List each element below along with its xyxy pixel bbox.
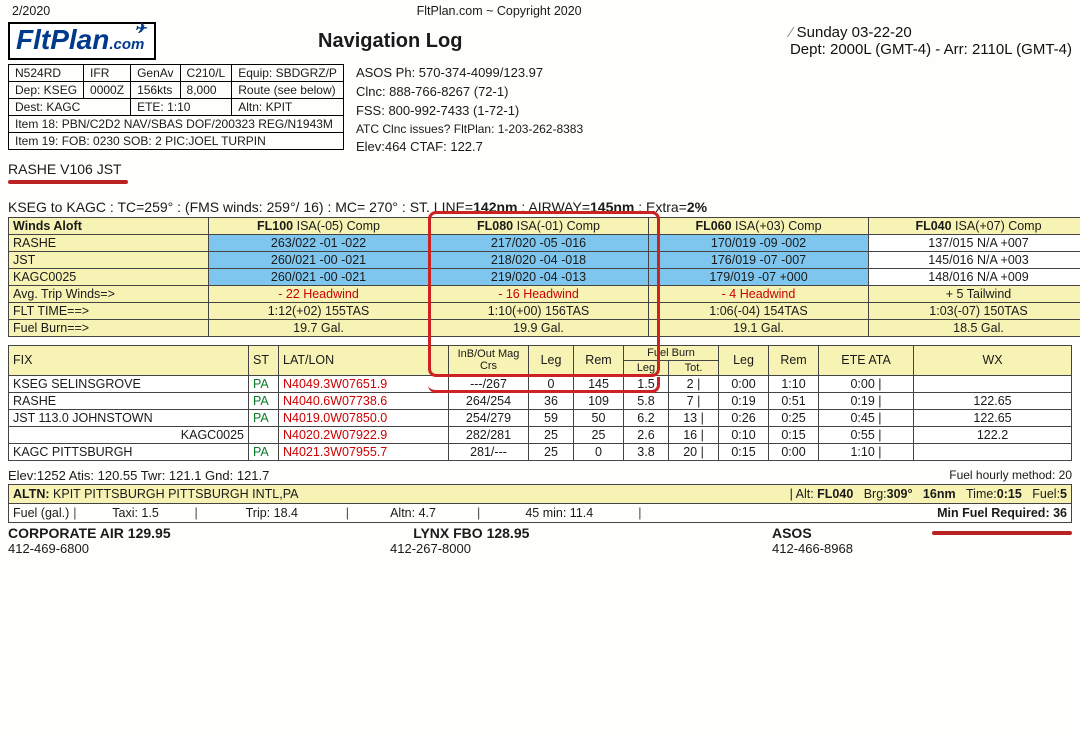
table-row: KAGC0025260/021 -00 -021219/020 -04 -013… <box>9 268 1080 285</box>
table-row: RASHEPAN4040.6W07738.6264/254361095.87 |… <box>9 392 1072 409</box>
annotation-underline-icon <box>8 180 128 184</box>
route: RASHE V106 JST <box>8 161 1072 177</box>
asos-phone: ASOS Ph: 570-374-4099/123.97 <box>356 64 583 83</box>
altn-left: ALTN: KPIT PITTSBURGH PITTSBURGH INTL,PA <box>13 487 298 501</box>
table-row: Fuel Burn==>19.7 Gal.19.9 Gal.19.1 Gal.1… <box>9 319 1080 336</box>
header-right: Sunday 03-22-20 Dept: 2000L (GMT-4) - Ar… <box>790 24 1072 58</box>
table-row: JST260/021 -00 -021218/020 -04 -018176/0… <box>9 251 1080 268</box>
plane-icon: ✈ <box>135 20 147 37</box>
fbo-row: CORPORATE AIR 129.95 LYNX FBO 128.95 ASO… <box>8 525 1072 541</box>
table-row: N524RD IFR GenAv C210/L Equip: SBDGRZ/P <box>9 65 344 82</box>
contact-block: ASOS Ph: 570-374-4099/123.97 Clnc: 888-7… <box>356 64 583 157</box>
winds-aloft-table: Winds Aloft FL100 ISA(-05) Comp FL080 IS… <box>8 217 1080 337</box>
table-row: Item 19: FOB: 0230 SOB: 2 PIC:JOEL TURPI… <box>9 133 344 150</box>
logo-text-b: .com <box>109 36 144 53</box>
table-row: FIX ST LAT/LON InB/Out Mag Crs Leg Rem F… <box>9 345 1072 360</box>
winds-label: Winds Aloft <box>9 217 209 234</box>
table-row: Avg. Trip Winds=>- 22 Headwind- 16 Headw… <box>9 285 1080 302</box>
header: ✈ FltPlan.com Navigation Log Sunday 03-2… <box>8 22 1072 60</box>
page-title: Navigation Log <box>318 30 462 53</box>
table-row: FLT TIME==>1:12(+02) 155TAS1:10(+00) 156… <box>9 302 1080 319</box>
altn-right: | Alt: FL040 Brg:309° 16nm Time:0:15 Fue… <box>790 487 1067 501</box>
table-row: JST 113.0 JOHNSTOWNPAN4019.0W07850.0254/… <box>9 409 1072 426</box>
annotation-underline-icon <box>932 531 1072 535</box>
elev-info: Elev:1252 Atis: 120.55 Twr: 121.1 Gnd: 1… <box>8 468 269 483</box>
footer: Elev:1252 Atis: 120.55 Twr: 121.1 Gnd: 1… <box>8 467 1072 556</box>
fuel-method: Fuel hourly method: 20 <box>949 468 1072 483</box>
alternate-row: ALTN: KPIT PITTSBURGH PITTSBURGH INTL,PA… <box>8 484 1072 504</box>
copyright: FltPlan.com ~ Copyright 2020 <box>417 4 582 18</box>
winds-aloft-block: Winds Aloft FL100 ISA(-05) Comp FL080 IS… <box>8 217 1072 337</box>
leg-summary: KSEG to KAGC : TC=259° : (FMS winds: 259… <box>8 199 1072 215</box>
table-row: Winds Aloft FL100 ISA(-05) Comp FL080 IS… <box>9 217 1080 234</box>
fss: FSS: 800-992-7433 (1-72-1) <box>356 102 583 121</box>
table-row: Item 18: PBN/C2D2 NAV/SBAS DOF/200323 RE… <box>9 116 344 133</box>
flight-date: Sunday 03-22-20 <box>790 24 1072 41</box>
fix-table: FIX ST LAT/LON InB/Out Mag Crs Leg Rem F… <box>8 345 1072 461</box>
table-row: Dest: KAGC ETE: 1:10 Altn: KPIT <box>9 99 344 116</box>
clearance: Clnc: 888-766-8267 (72-1) <box>356 83 583 102</box>
logo-text-a: FltPlan <box>16 24 109 55</box>
logo: ✈ FltPlan.com <box>8 22 156 60</box>
info-row: N524RD IFR GenAv C210/L Equip: SBDGRZ/P … <box>8 64 1072 157</box>
print-date: 2/2020 <box>12 4 50 18</box>
fbo-phone-row: 412-469-6800 412-267-8000 412-466-8968 <box>8 541 1072 556</box>
min-fuel: Min Fuel Required: 36 <box>937 506 1067 520</box>
atc-issues: ATC Clnc issues? FltPlan: 1-203-262-8383 <box>356 121 583 138</box>
dep-arr: Dept: 2000L (GMT-4) - Arr: 2110L (GMT-4) <box>790 41 1072 58</box>
elev-ctaf: Elev:464 CTAF: 122.7 <box>356 138 583 157</box>
table-row: KAGC PITTSBURGHPAN4021.3W07955.7281/---2… <box>9 443 1072 460</box>
table-row: KAGC0025N4020.2W07922.9282/28125252.616 … <box>9 426 1072 443</box>
table-row: RASHE263/022 -01 -022217/020 -05 -016170… <box>9 234 1080 251</box>
table-row: KSEG SELINSGROVEPAN4049.3W07651.9---/267… <box>9 375 1072 392</box>
flight-info-table: N524RD IFR GenAv C210/L Equip: SBDGRZ/P … <box>8 64 344 150</box>
fuel-row: Fuel (gal.)| Taxi: 1.5| Trip: 18.4| Altn… <box>8 504 1072 523</box>
table-row: Dep: KSEG 0000Z 156kts 8,000 Route (see … <box>9 82 344 99</box>
top-bar: 2/2020 FltPlan.com ~ Copyright 2020 <box>8 4 1072 22</box>
